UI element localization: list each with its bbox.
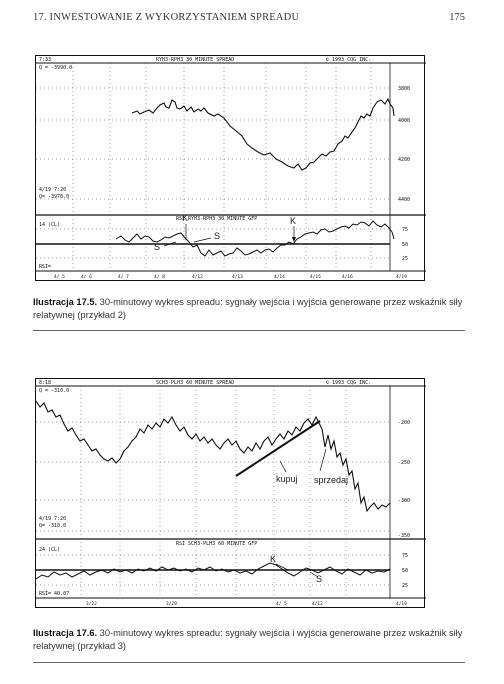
caption-text: 30-minutowy wykres spreadu: sygnały wejś… — [33, 628, 463, 651]
rsi-level: 75 — [402, 227, 408, 233]
rsi-level: 25 — [402, 583, 408, 589]
date-label: 4/15 — [310, 274, 321, 280]
price-label: -300 — [398, 498, 410, 504]
date-label: 4/ 5 — [54, 274, 65, 280]
date-label: 4/ 7 — [118, 274, 129, 280]
date-label: 4/ 6 — [81, 274, 92, 280]
spread-price-line — [131, 97, 395, 171]
running-head: 17. INWESTOWANIE Z WYKORZYSTANIEM SPREAD… — [33, 12, 300, 23]
caption-label: Ilustracja 17.5. — [33, 297, 98, 307]
rsi-k-label-1: K — [182, 213, 188, 223]
rsi-k-label: K — [270, 554, 276, 564]
bottom-readout-date: 4/19 7:20 — [39, 516, 66, 522]
price-label: -250 — [398, 460, 410, 466]
caption-text: 30-minutowy wykres spreadu: sygnały wejś… — [33, 297, 463, 320]
top-readout: Q = -310.0 — [39, 388, 69, 394]
price-label: 3800 — [398, 86, 410, 92]
figure-17-5-svg: K S S K 7:33 RYH3-RPH3 30 MINUTE SPREAD … — [36, 57, 426, 280]
date-label: 3/22 — [86, 601, 97, 607]
figure-17-6-caption: Ilustracja 17.6. 30-minutowy wykres spre… — [33, 627, 465, 652]
rsi-param: 24 (CL) — [39, 547, 60, 553]
price-label: 4200 — [398, 157, 410, 163]
rsi-param: 14 (CL) — [39, 222, 60, 228]
date-label: 4/19 — [396, 274, 407, 280]
caption-rule — [33, 330, 465, 331]
date-label: 4/14 — [274, 274, 285, 280]
sell-label: sprzedaj — [314, 475, 348, 485]
rsi-level: 75 — [402, 553, 408, 559]
price-label: 4000 — [398, 118, 410, 124]
page-header: 17. INWESTOWANIE Z WYKORZYSTANIEM SPREAD… — [33, 12, 465, 26]
price-label: 4400 — [398, 197, 410, 203]
rsi-readout: RSI= 40.07 — [39, 591, 69, 597]
date-label: 4/12 — [192, 274, 203, 280]
page-number: 175 — [449, 12, 465, 23]
price-label: -350 — [398, 533, 410, 539]
date-label: 4/19 — [396, 601, 407, 607]
rsi-level: 50 — [402, 568, 408, 574]
price-label: -200 — [398, 420, 410, 426]
chart-top-title: SCH3-PLH3 60 MINUTE SPREAD — [156, 380, 234, 386]
rsi-line — [36, 562, 391, 580]
figure-17-6-svg: kupuj sprzedaj K S 8:18 SCH3-PLH3 60 MIN… — [36, 380, 426, 607]
rsi-s-label-1: S — [214, 231, 220, 241]
chart-top-title: RYH3-RPH3 30 MINUTE SPREAD — [156, 57, 234, 63]
rsi-level: 25 — [402, 256, 408, 262]
date-label: 3/29 — [166, 601, 177, 607]
spread-price-line — [36, 400, 391, 513]
date-label: 4/ 8 — [154, 274, 165, 280]
date-label: 4/16 — [342, 274, 353, 280]
rsi-readout: RSI= — [39, 264, 51, 270]
bottom-readout-q: Q= -310.0 — [39, 523, 66, 529]
rsi-s-label-2: S — [154, 242, 160, 252]
caption-label: Ilustracja 17.6. — [33, 628, 98, 638]
copyright: © 1993 CQG INC. — [326, 57, 371, 63]
bottom-readout-date: 4/19 7:20 — [39, 187, 66, 193]
bottom-readout-q: Q= -3970.0 — [39, 194, 69, 200]
date-label: 4/ 5 — [276, 601, 287, 607]
top-readout: Q = -3990.0 — [39, 65, 72, 71]
copyright: © 1993 CQG INC. — [326, 380, 371, 386]
caption-rule — [33, 662, 465, 663]
rsi-k-label-2: K — [290, 216, 296, 226]
figure-17-6-chart: kupuj sprzedaj K S 8:18 SCH3-PLH3 60 MIN… — [35, 378, 426, 608]
figure-17-5-caption: Ilustracja 17.5. 30-minutowy wykres spre… — [33, 296, 465, 321]
rsi-level: 50 — [402, 242, 408, 248]
figure-17-5-chart: K S S K 7:33 RYH3-RPH3 30 MINUTE SPREAD … — [35, 55, 426, 281]
buy-label: kupuj — [276, 474, 298, 484]
date-label: 4/13 — [232, 274, 243, 280]
corner-time: 7:33 — [39, 57, 51, 63]
date-label: 4/12 — [312, 601, 323, 607]
rsi-title: RSI SCH3-PLH3 60 MINUTE GFP — [176, 541, 257, 547]
corner-time: 8:18 — [39, 380, 51, 386]
rsi-s-label: S — [316, 574, 322, 584]
rsi-title: RSI RYH3-RPH3 30 MINUTE GFP — [176, 216, 257, 222]
rsi-line — [115, 220, 395, 257]
